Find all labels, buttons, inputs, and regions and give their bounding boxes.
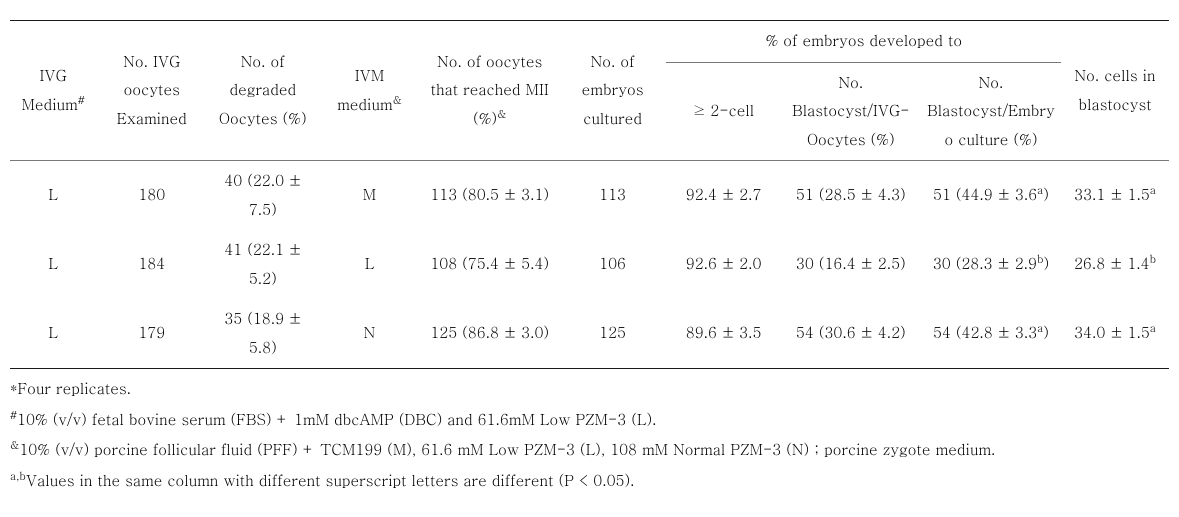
footnote-3: &10% (v/v) porcine follicular fluid (PFF… [10, 436, 1169, 465]
data-table: IVG Medium# No. IVG oocytes Examined No.… [10, 20, 1169, 369]
data-table-container: IVG Medium# No. IVG oocytes Examined No.… [10, 20, 1169, 369]
cell-mii: 125 (86.8 ± 3.0) [421, 299, 559, 369]
cell-blast-emb: 54 (42.8 ± 3.3a) [921, 299, 1061, 369]
col-ivg-medium: IVG Medium# [10, 21, 96, 161]
table-row: L18441 (22.1 ± 5.2)L108 (75.4 ± 5.4)1069… [10, 230, 1169, 299]
footnote-4: a,bValues in the same column with differ… [10, 467, 1169, 496]
cell-ivm: L [318, 230, 420, 299]
footnotes: *Four replicates. #10% (v/v) fetal bovin… [10, 375, 1169, 495]
cell-cells-blast: 34.0 ± 1.5a [1061, 299, 1169, 369]
cell-blast-ivg: 54 (30.6 ± 4.2) [781, 299, 921, 369]
col-no-ivg-oocytes: No. IVG oocytes Examined [96, 21, 207, 161]
col-embryos-cultured: No. of embryos cultured [559, 21, 667, 161]
cell-cultured: 125 [559, 299, 667, 369]
cell-ivg: L [10, 299, 96, 369]
cell-ivg: L [10, 230, 96, 299]
table-row: L17935 (18.9 ± 5.8)N125 (86.8 ± 3.0)1258… [10, 299, 1169, 369]
col-blast-emb: No. Blastocyst/Embryo culture (%) [921, 62, 1061, 161]
cell-ivm: N [318, 299, 420, 369]
cell-degraded: 40 (22.0 ± 7.5) [207, 161, 318, 231]
table-header: IVG Medium# No. IVG oocytes Examined No.… [10, 21, 1169, 161]
cell-no-ivg: 180 [96, 161, 207, 231]
cell-degraded: 35 (18.9 ± 5.8) [207, 299, 318, 369]
col-cells-blast: No. cells in blastocyst [1061, 21, 1169, 161]
footnote-2: #10% (v/v) fetal bovine serum (FBS) + 1m… [10, 406, 1169, 435]
col-ivm-medium: IVM medium& [318, 21, 420, 161]
table-body: L18040 (22.0 ± 7.5)M113 (80.5 ± 3.1)1139… [10, 161, 1169, 369]
cell-cells-blast: 26.8 ± 1.4b [1061, 230, 1169, 299]
col-spanner: % of embryos developed to [666, 21, 1061, 63]
cell-cultured: 113 [559, 161, 667, 231]
cell-two-cell: 92.6 ± 2.0 [666, 230, 780, 299]
cell-cultured: 106 [559, 230, 667, 299]
cell-no-ivg: 179 [96, 299, 207, 369]
cell-mii: 108 (75.4 ± 5.4) [421, 230, 559, 299]
cell-blast-emb: 51 (44.9 ± 3.6a) [921, 161, 1061, 231]
cell-degraded: 41 (22.1 ± 5.2) [207, 230, 318, 299]
col-degraded: No. of degraded Oocytes (%) [207, 21, 318, 161]
cell-no-ivg: 184 [96, 230, 207, 299]
col-blast-ivg: No. Blastocyst/IVG-Oocytes (%) [781, 62, 921, 161]
cell-blast-ivg: 51 (28.5 ± 4.3) [781, 161, 921, 231]
cell-mii: 113 (80.5 ± 3.1) [421, 161, 559, 231]
col-two-cell: ≥ 2-cell [666, 62, 780, 161]
cell-blast-ivg: 30 (16.4 ± 2.5) [781, 230, 921, 299]
table-row: L18040 (22.0 ± 7.5)M113 (80.5 ± 3.1)1139… [10, 161, 1169, 231]
cell-two-cell: 92.4 ± 2.7 [666, 161, 780, 231]
cell-cells-blast: 33.1 ± 1.5a [1061, 161, 1169, 231]
cell-two-cell: 89.6 ± 3.5 [666, 299, 780, 369]
cell-ivm: M [318, 161, 420, 231]
footnote-1: *Four replicates. [10, 375, 1169, 404]
cell-ivg: L [10, 161, 96, 231]
cell-blast-emb: 30 (28.3 ± 2.9b) [921, 230, 1061, 299]
col-mii: No. of oocytes that reached MII (%)& [421, 21, 559, 161]
